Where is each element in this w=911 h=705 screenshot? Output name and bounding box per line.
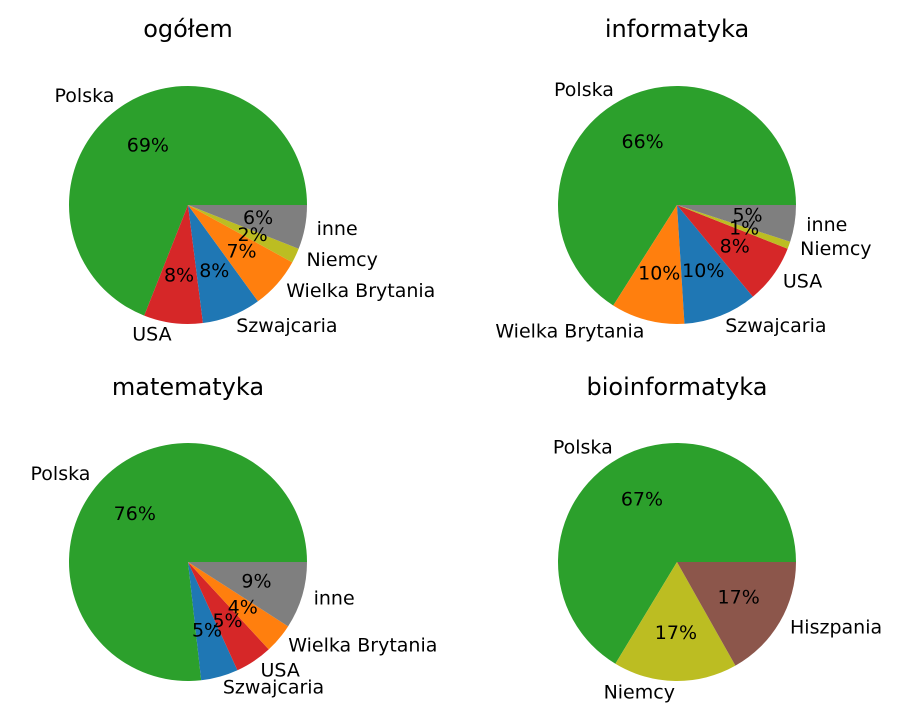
pie-slice	[615, 562, 736, 682]
percent-label: 5%	[192, 619, 222, 641]
slice-label: Szwajcaria	[236, 315, 337, 337]
percent-label: 7%	[226, 241, 256, 263]
pie-slice	[144, 205, 203, 324]
slice-label: Hiszpania	[790, 617, 882, 639]
pie-slice	[188, 205, 258, 324]
pie-slice	[188, 205, 307, 249]
percent-label: 1%	[729, 218, 759, 240]
percent-label: 5%	[212, 610, 242, 632]
slice-label: Wielka Brytania	[286, 280, 435, 302]
slice-label: inne	[806, 214, 847, 236]
percent-label: 10%	[638, 263, 680, 285]
percent-label: 2%	[238, 224, 268, 246]
slice-label: USA	[132, 323, 171, 345]
slice-label: Szwajcaria	[725, 315, 826, 337]
chart-title: matematyka	[112, 373, 264, 401]
percent-label: 69%	[127, 134, 169, 156]
pie-slice	[557, 443, 796, 664]
pie-slice	[677, 562, 796, 666]
slice-label: inne	[314, 587, 355, 609]
percent-label: 17%	[655, 622, 697, 644]
pie-slice	[677, 205, 796, 242]
slice-label: Niemcy	[800, 238, 871, 260]
percent-label: 4%	[228, 596, 258, 618]
percent-label: 66%	[621, 131, 663, 153]
pie-slice	[188, 562, 307, 627]
pie-slice	[677, 205, 791, 249]
pie-slice	[677, 205, 788, 297]
percent-label: 17%	[718, 587, 760, 609]
slice-label: USA	[783, 270, 822, 292]
percent-label: 8%	[164, 264, 194, 286]
slice-label: Polska	[55, 85, 115, 107]
pie-slice	[188, 205, 293, 302]
percent-label: 76%	[114, 503, 156, 525]
percent-label: 9%	[241, 571, 271, 593]
percent-label: 67%	[621, 488, 663, 510]
percent-label: 6%	[243, 207, 273, 229]
slice-label: Polska	[553, 436, 613, 458]
slice-label: Wielka Brytania	[288, 635, 437, 657]
chart-title: ogółem	[143, 15, 233, 43]
slice-label: inne	[317, 218, 358, 240]
pie-slice	[69, 85, 308, 316]
pie-slice	[188, 562, 269, 671]
chart-title: informatyka	[605, 15, 749, 43]
percent-label: 8%	[199, 260, 229, 282]
percent-label: 10%	[682, 260, 724, 282]
pie-slice	[613, 205, 685, 324]
chart-title: bioinformatyka	[587, 373, 768, 401]
percent-label: 8%	[720, 235, 750, 257]
slice-label: USA	[261, 659, 300, 681]
slice-label: Polska	[31, 463, 91, 485]
slice-label: Szwajcaria	[223, 677, 324, 699]
pie-slice	[188, 205, 299, 263]
slice-label: Niemcy	[306, 249, 377, 271]
pie-slice	[677, 205, 753, 324]
slice-label: Wielka Brytania	[495, 320, 644, 342]
slice-label: Polska	[554, 79, 614, 101]
pie-slice	[188, 562, 238, 681]
slice-label: Niemcy	[604, 681, 675, 703]
percent-label: 5%	[732, 205, 762, 227]
pie-slice	[188, 562, 289, 650]
pie-slice	[558, 86, 796, 306]
